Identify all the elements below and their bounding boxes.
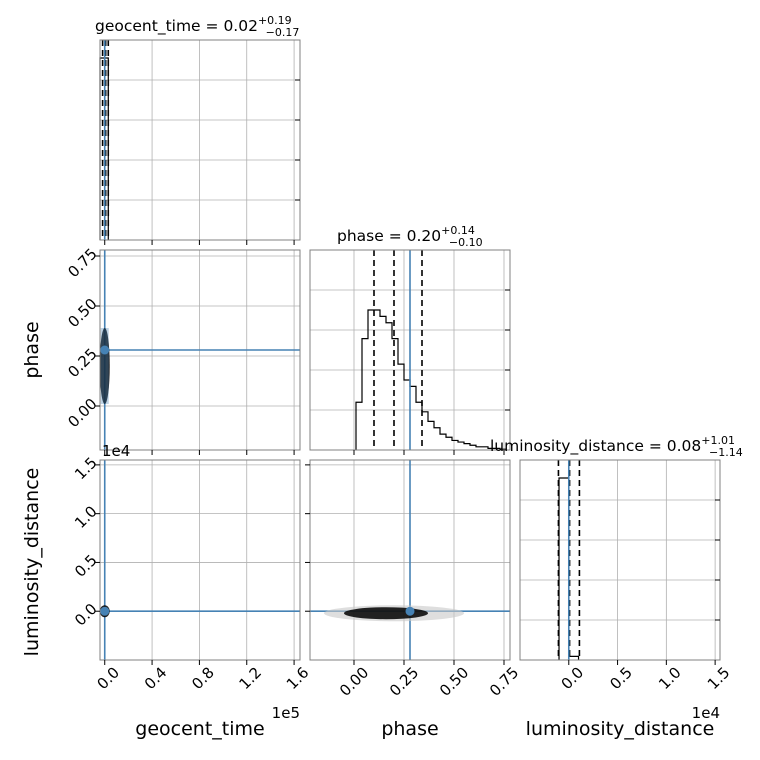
x-tick-label-luminosity_distance: 1.5 bbox=[704, 664, 734, 694]
panel-frame bbox=[309, 249, 511, 451]
xlabel-geocent-time: geocent_time bbox=[135, 718, 264, 740]
x-tick-label-luminosity_distance: 0.5 bbox=[606, 664, 636, 694]
x-tick-label-luminosity_distance: 0.0 bbox=[558, 664, 588, 694]
truth-marker-geocent-time-phase bbox=[100, 345, 110, 355]
histogram-phase bbox=[355, 309, 507, 450]
offset-label-geocent-time: 1e5 bbox=[272, 704, 300, 722]
y-tick-label-phase: 0.75 bbox=[64, 245, 100, 281]
y-tick-label-luminosity-distance: 0.0 bbox=[71, 600, 101, 630]
panel-frame bbox=[99, 39, 301, 241]
density-points-geocent-time-phase bbox=[100, 328, 109, 404]
title-phase: phase = 0.20+0.14 −0.10 bbox=[337, 224, 483, 249]
panel-frame bbox=[519, 459, 721, 661]
panel-frame bbox=[99, 459, 301, 661]
title-luminosity-distance: luminosity_distance = 0.08+1.01 −1.14 bbox=[490, 434, 743, 459]
x-tick-label-phase: 0.25 bbox=[386, 664, 422, 700]
y-tick-label-luminosity-distance: 1.5 bbox=[71, 454, 101, 484]
panel-frame bbox=[309, 459, 511, 661]
x-tick-label-phase: 0.00 bbox=[336, 664, 372, 700]
x-tick-label-geocent_time: 0.0 bbox=[94, 664, 124, 694]
offset-label-luminosity-distance-y: 1e4 bbox=[102, 442, 130, 460]
frames-layer bbox=[99, 39, 721, 661]
panel-frame bbox=[99, 249, 301, 451]
truth-marker-phase-luminosity-distance bbox=[405, 606, 415, 616]
x-tick-label-geocent_time: 1.2 bbox=[236, 664, 266, 694]
x-tick-label-phase: 0.75 bbox=[486, 664, 522, 700]
y-tick-label-phase: 0.00 bbox=[64, 395, 100, 431]
xlabel-luminosity-distance: luminosity_distance bbox=[526, 718, 715, 740]
y-tick-label-luminosity-distance: 0.5 bbox=[71, 551, 101, 581]
x-tick-label-geocent_time: 0.8 bbox=[188, 664, 218, 694]
y-tick-label-phase: 0.25 bbox=[64, 345, 100, 381]
x-tick-label-phase: 0.50 bbox=[436, 664, 472, 700]
y-tick-label-luminosity-distance: 1.0 bbox=[71, 502, 101, 532]
offset-label-luminosity-distance-x: 1e4 bbox=[692, 704, 720, 722]
x-tick-label-luminosity_distance: 1.0 bbox=[655, 664, 685, 694]
x-tick-label-geocent_time: 0.4 bbox=[141, 664, 171, 694]
truth-marker-geocent-time-luminosity-distance bbox=[100, 606, 110, 616]
title-geocent-time: geocent_time = 0.02+0.19 −0.17 bbox=[95, 14, 299, 39]
x-tick-label-geocent_time: 1.6 bbox=[283, 664, 313, 694]
y-tick-label-phase: 0.50 bbox=[64, 295, 100, 331]
data-layer bbox=[99, 40, 581, 660]
density-phase-luminosity-distance bbox=[344, 607, 428, 620]
ylabel-phase: phase bbox=[21, 321, 43, 378]
ylabel-luminosity-distance: luminosity_distance bbox=[21, 468, 43, 657]
xlabel-phase: phase bbox=[381, 718, 438, 740]
